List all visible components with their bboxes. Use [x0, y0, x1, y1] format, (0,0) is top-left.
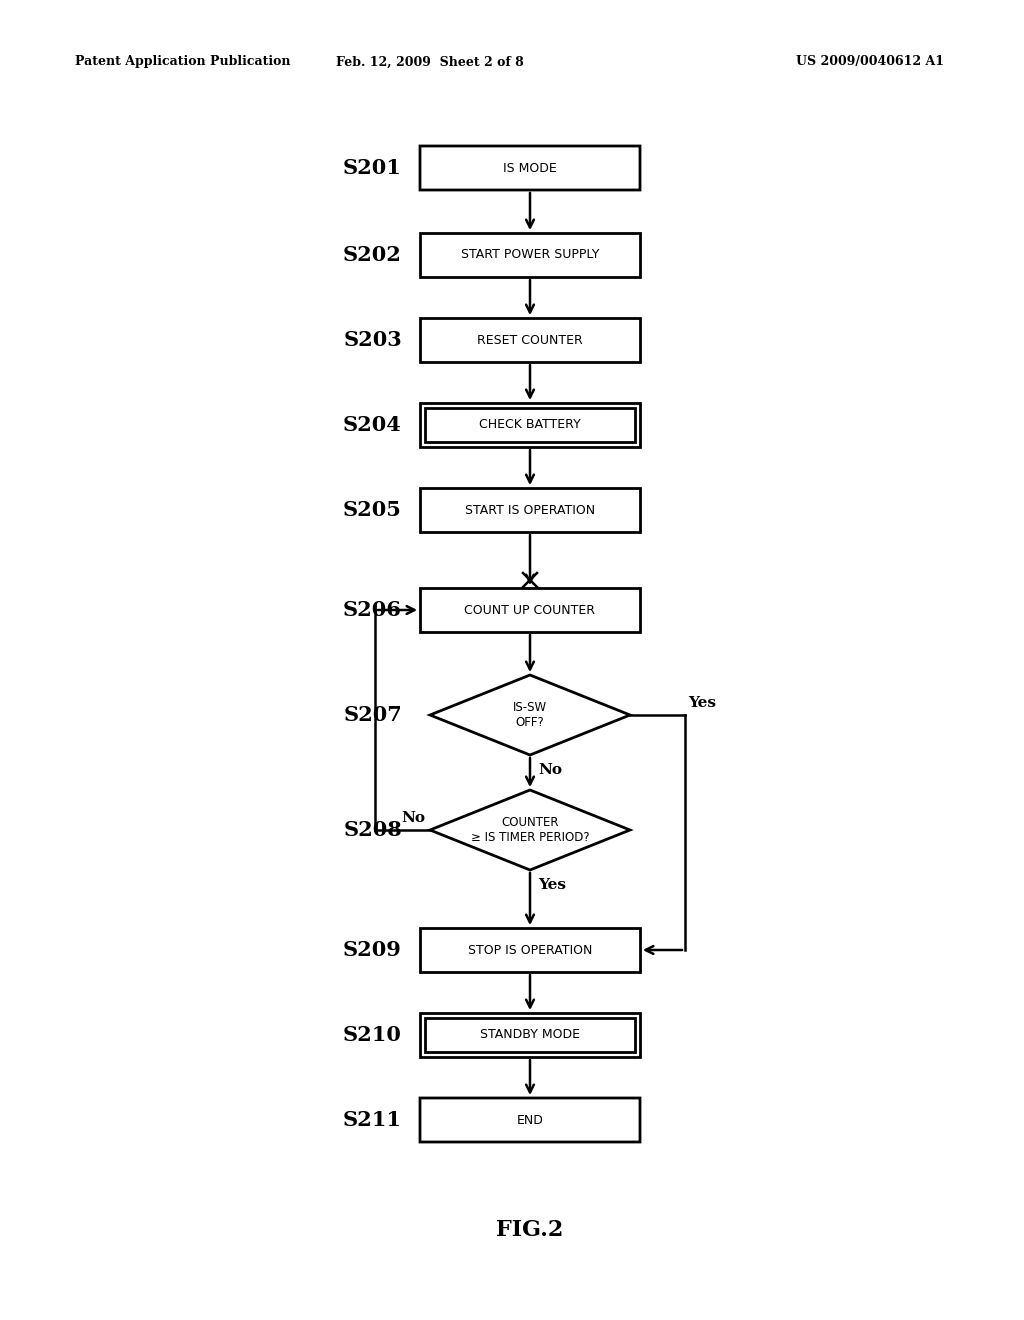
Bar: [420, 928, 640, 972]
Text: S211: S211: [343, 1110, 402, 1130]
Text: S203: S203: [343, 330, 402, 350]
Text: START POWER SUPPLY: START POWER SUPPLY: [461, 248, 599, 261]
Text: No: No: [538, 763, 562, 777]
Text: Feb. 12, 2009  Sheet 2 of 8: Feb. 12, 2009 Sheet 2 of 8: [336, 55, 524, 69]
Text: Yes: Yes: [538, 878, 566, 892]
Text: S207: S207: [343, 705, 402, 725]
Text: No: No: [401, 810, 425, 825]
FancyBboxPatch shape: [420, 147, 640, 190]
Text: FIG.2: FIG.2: [497, 1218, 563, 1241]
Text: S202: S202: [343, 246, 402, 265]
Polygon shape: [430, 789, 630, 870]
Text: IS MODE: IS MODE: [503, 161, 557, 174]
Bar: [420, 1012, 640, 1057]
Polygon shape: [430, 675, 630, 755]
Bar: [420, 318, 640, 362]
Bar: [420, 234, 640, 277]
Bar: [420, 488, 640, 532]
Bar: [420, 587, 640, 632]
Text: S204: S204: [343, 414, 402, 436]
Text: Yes: Yes: [688, 696, 716, 710]
Text: US 2009/0040612 A1: US 2009/0040612 A1: [796, 55, 944, 69]
Text: COUNT UP COUNTER: COUNT UP COUNTER: [465, 603, 596, 616]
Bar: [420, 403, 640, 447]
Text: END: END: [516, 1114, 544, 1126]
Text: IS-SW
OFF?: IS-SW OFF?: [513, 701, 547, 729]
Text: CHECK BATTERY: CHECK BATTERY: [479, 418, 581, 432]
FancyBboxPatch shape: [420, 1098, 640, 1142]
Text: S208: S208: [343, 820, 402, 840]
Text: S210: S210: [343, 1026, 402, 1045]
Bar: [425, 1018, 635, 1052]
Bar: [425, 408, 635, 442]
Text: S209: S209: [343, 940, 402, 960]
Text: STOP IS OPERATION: STOP IS OPERATION: [468, 944, 592, 957]
Text: Patent Application Publication: Patent Application Publication: [75, 55, 291, 69]
Text: COUNTER
≥ IS TIMER PERIOD?: COUNTER ≥ IS TIMER PERIOD?: [471, 816, 590, 843]
Text: RESET COUNTER: RESET COUNTER: [477, 334, 583, 346]
Text: S205: S205: [343, 500, 402, 520]
Text: START IS OPERATION: START IS OPERATION: [465, 503, 595, 516]
Text: S206: S206: [343, 601, 402, 620]
Text: S201: S201: [343, 158, 402, 178]
Text: STANDBY MODE: STANDBY MODE: [480, 1028, 580, 1041]
